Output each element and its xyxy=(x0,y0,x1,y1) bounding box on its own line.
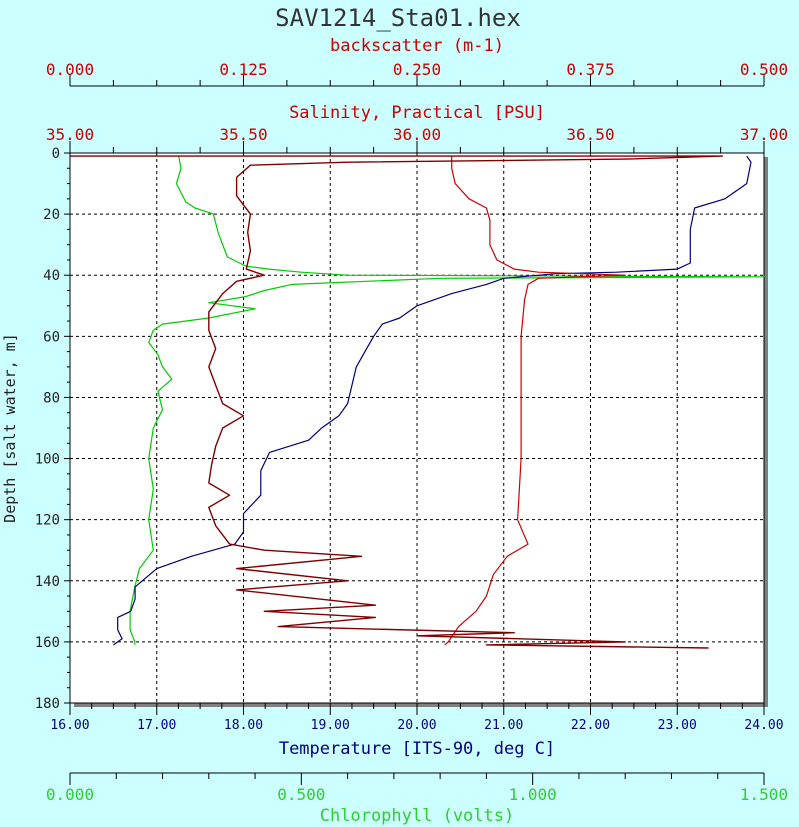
depth-tick-label: 100 xyxy=(35,452,60,468)
axes-layer: 0 20 40 60 80 100 120 140 160 180 Depth [salt wate… xyxy=(1,36,788,826)
backscatter-tick-label: 0.125 xyxy=(219,60,267,79)
chlorophyll-tick-label: 0.000 xyxy=(46,785,94,804)
depth-tick-label: 80 xyxy=(43,390,60,406)
temperature-tick-label: 17.00 xyxy=(137,718,176,733)
temperature-tick-label: 22.00 xyxy=(571,718,610,733)
chlorophyll-tick-label: 1.000 xyxy=(509,785,557,804)
depth-tick-label: 60 xyxy=(43,329,60,345)
backscatter-tick-label: 0.500 xyxy=(740,60,788,79)
depth-tick-label: 180 xyxy=(35,696,60,712)
chlorophyll-tick-label: 0.500 xyxy=(277,785,325,804)
temperature-tick-label: 18.00 xyxy=(224,718,263,733)
backscatter-tick-label: 0.250 xyxy=(393,60,441,79)
salinity-tick-label: 36.50 xyxy=(566,125,614,144)
plot-area xyxy=(69,152,768,707)
depth-tick-label: 20 xyxy=(43,207,60,223)
plot-frame xyxy=(69,152,765,704)
depth-tick-label: 40 xyxy=(43,268,60,284)
temperature-tick-label: 20.00 xyxy=(397,718,436,733)
chart-title: SAV1214_Sta01.hex xyxy=(275,4,521,32)
temperature-tick-label: 16.00 xyxy=(50,718,89,733)
temperature-tick-label: 21.00 xyxy=(484,718,523,733)
backscatter-axis-title: backscatter (m-1) xyxy=(330,36,504,56)
depth-tick-label: 140 xyxy=(35,574,60,590)
backscatter-tick-label: 0.000 xyxy=(46,60,94,79)
temperature-tick-label: 24.00 xyxy=(744,718,783,733)
chlorophyll-series-line xyxy=(129,155,765,645)
salinity-tick-label: 36.00 xyxy=(393,125,441,144)
backscatter-series-line xyxy=(70,155,724,649)
depth-tick-label: 120 xyxy=(35,513,60,529)
salinity-tick-label: 35.00 xyxy=(46,125,94,144)
temperature-tick-label: 23.00 xyxy=(658,718,697,733)
depth-axis-label: Depth [salt water, m] xyxy=(1,333,19,523)
temperature-series-line xyxy=(113,155,752,646)
depth-tick-label: 0 xyxy=(52,146,60,162)
salinity-tick-label: 37.00 xyxy=(740,125,788,144)
temperature-tick-label: 19.00 xyxy=(311,718,350,733)
backscatter-tick-label: 0.375 xyxy=(566,60,614,79)
chlorophyll-tick-label: 1.500 xyxy=(740,785,788,804)
salinity-tick-label: 35.50 xyxy=(219,125,267,144)
salinity-series-line xyxy=(444,156,626,646)
temperature-axis-title: Temperature [ITS-90, deg C] xyxy=(279,739,555,759)
salinity-axis-title: Salinity, Practical [PSU] xyxy=(289,103,545,123)
chlorophyll-axis-title: Chlorophyll (volts) xyxy=(320,806,514,826)
depth-tick-label: 160 xyxy=(35,635,60,651)
